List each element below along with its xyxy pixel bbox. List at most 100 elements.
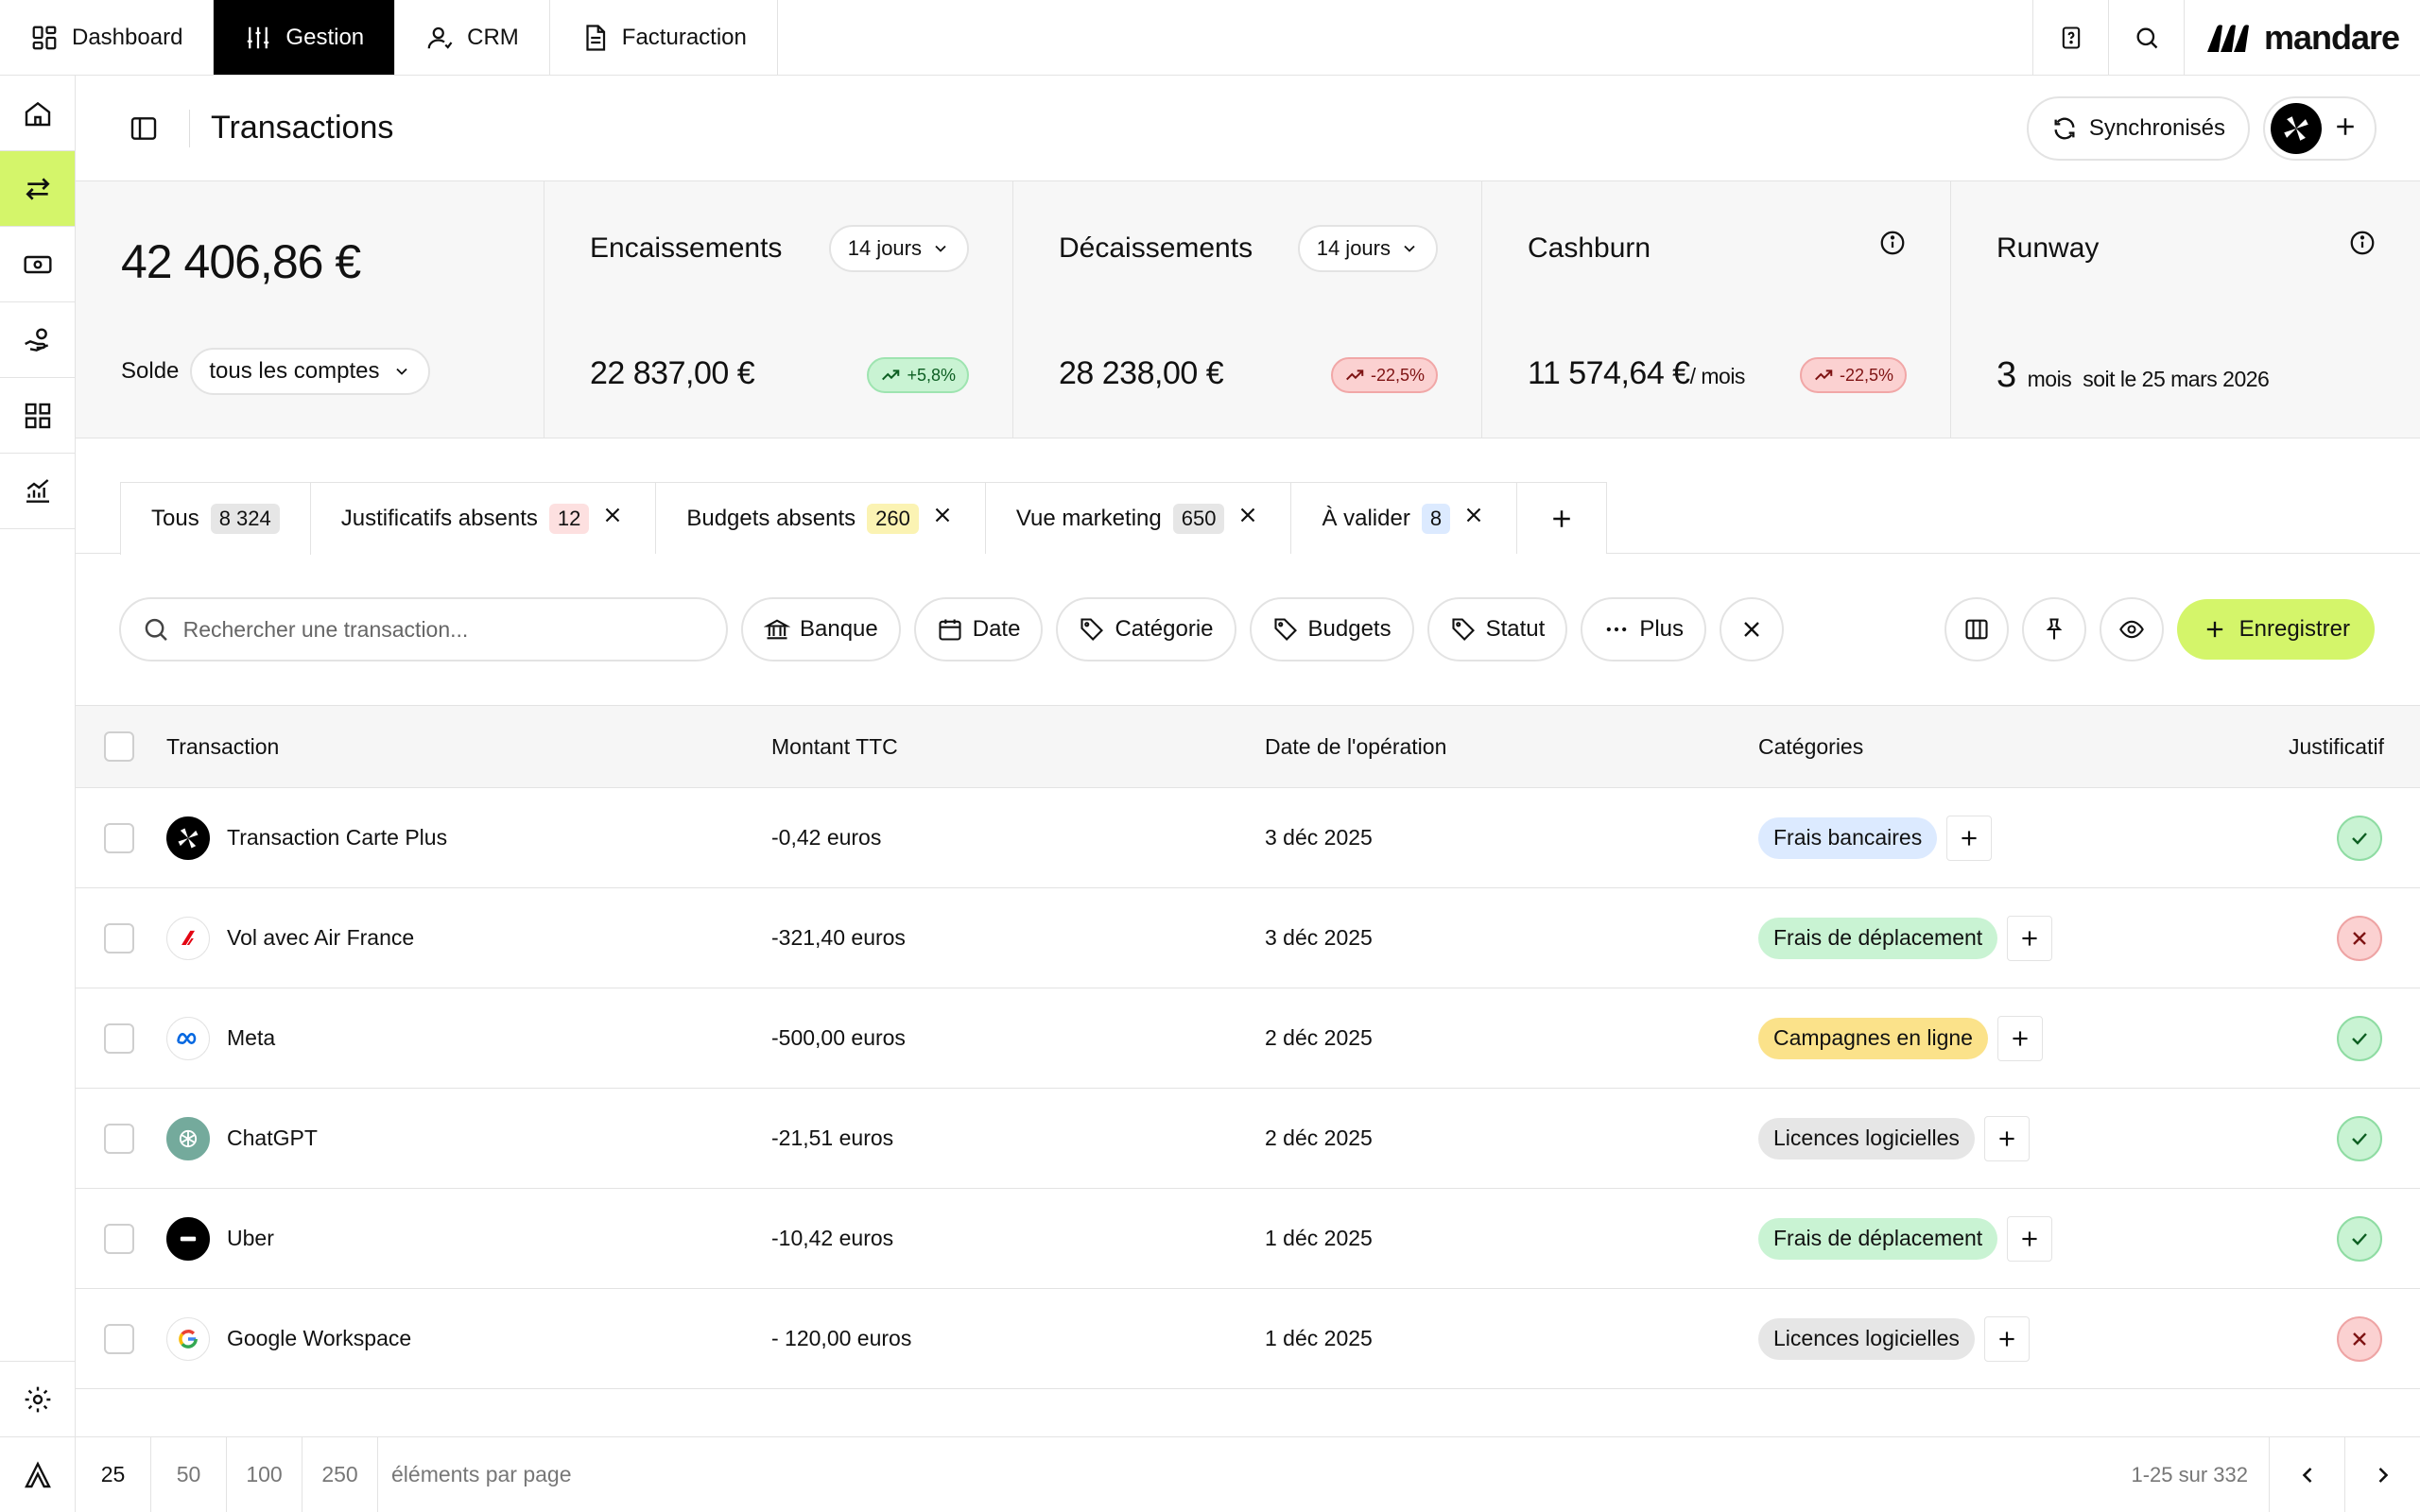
kpi-runway: Runway 3 mois soit le 25 mars 2026 xyxy=(1951,181,2420,438)
sidebar-item-home[interactable] xyxy=(0,76,75,151)
header-transaction[interactable]: Transaction xyxy=(166,733,280,759)
add-workspace-button[interactable] xyxy=(2331,112,2360,146)
add-category-button[interactable] xyxy=(1983,1315,2030,1362)
info-icon[interactable] xyxy=(2348,229,2377,257)
header-categories[interactable]: Catégories xyxy=(1758,733,1864,759)
search-input[interactable] xyxy=(182,616,705,643)
receipt-status-ok[interactable] xyxy=(2337,1215,2382,1262)
pin-button[interactable] xyxy=(2021,597,2086,662)
table-row[interactable]: Vol avec Air France -321,40 euros 3 déc … xyxy=(76,888,2420,988)
row-checkbox[interactable] xyxy=(104,1223,134,1254)
info-icon[interactable] xyxy=(1878,229,1907,257)
outflow-trend-badge: -22,5% xyxy=(1330,357,1438,393)
receipt-status-ok[interactable] xyxy=(2337,1015,2382,1061)
check-icon xyxy=(2352,1032,2367,1045)
filter-category-button[interactable]: Catégorie xyxy=(1056,597,1236,662)
table-row[interactable]: Meta -500,00 euros 2 déc 2025 Campagnes … xyxy=(76,988,2420,1089)
clear-filters-button[interactable] xyxy=(1720,597,1784,662)
panel-toggle-button[interactable] xyxy=(113,98,174,159)
row-checkbox[interactable] xyxy=(104,1323,134,1354)
category-chip[interactable]: Campagnes en ligne xyxy=(1758,1017,1988,1059)
avatar[interactable] xyxy=(2271,103,2322,154)
close-view-button[interactable] xyxy=(1461,503,1486,534)
category-chip[interactable]: Frais bancaires xyxy=(1758,816,1938,859)
page-size-100[interactable]: 100 xyxy=(227,1437,302,1512)
add-category-button[interactable] xyxy=(1983,1115,2030,1161)
add-view-button[interactable] xyxy=(1516,482,1608,554)
sidebar-item-settings[interactable] xyxy=(0,1361,75,1436)
meta-logo-icon xyxy=(166,1016,210,1060)
cashburn-value: 11 574,64 € xyxy=(1528,355,1690,391)
close-icon xyxy=(1241,507,1255,523)
category-chip[interactable]: Frais de déplacement xyxy=(1758,1217,1998,1260)
visibility-button[interactable] xyxy=(2099,597,2164,662)
add-category-button[interactable] xyxy=(1946,815,1993,861)
receipt-status-ok[interactable] xyxy=(2337,1115,2382,1161)
previous-page-button[interactable] xyxy=(2269,1437,2344,1512)
columns-button[interactable] xyxy=(1944,597,2009,662)
transaction-amount: - 120,00 euros xyxy=(771,1326,912,1350)
page-size-250[interactable]: 250 xyxy=(302,1437,378,1512)
tab-dashboard[interactable]: Dashboard xyxy=(0,0,215,75)
row-checkbox[interactable] xyxy=(104,822,134,853)
view-tab-to-validate[interactable]: À valider 8 xyxy=(1290,482,1518,554)
cash-icon xyxy=(23,255,52,273)
sidebar-item-cash[interactable] xyxy=(0,227,75,302)
page-size-25[interactable]: 25 xyxy=(76,1437,151,1512)
add-category-button[interactable] xyxy=(1996,1015,2043,1061)
close-view-button[interactable] xyxy=(600,503,625,534)
add-category-button[interactable] xyxy=(2007,915,2053,961)
header-date[interactable]: Date de l'opération xyxy=(1265,733,1447,759)
sidebar-item-payments[interactable] xyxy=(0,302,75,378)
view-tab-missing-receipts[interactable]: Justificatifs absents 12 xyxy=(309,482,657,554)
receipt-status-missing[interactable] xyxy=(2337,915,2382,961)
table-row[interactable]: Transaction Carte Plus -0,42 euros 3 déc… xyxy=(76,788,2420,888)
outflow-period-select[interactable]: 14 jours xyxy=(1297,225,1438,272)
category-chip[interactable]: Licences logicielles xyxy=(1758,1117,1975,1160)
tab-crm[interactable]: CRM xyxy=(395,0,550,75)
sidebar-item-workspace[interactable] xyxy=(0,1436,75,1512)
help-button[interactable] xyxy=(2032,0,2108,75)
search-box[interactable] xyxy=(119,597,728,662)
header-amount[interactable]: Montant TTC xyxy=(771,733,898,759)
tab-facturaction[interactable]: Facturaction xyxy=(550,0,778,75)
view-tab-missing-budgets[interactable]: Budgets absents 260 xyxy=(655,482,986,554)
sync-button[interactable]: Synchronisés xyxy=(2026,96,2250,161)
filter-budgets-button[interactable]: Budgets xyxy=(1249,597,1414,662)
sidebar-item-analytics[interactable] xyxy=(0,454,75,529)
table-row[interactable]: Uber -10,42 euros 1 déc 2025 Frais de dé… xyxy=(76,1189,2420,1289)
category-chip[interactable]: Licences logicielles xyxy=(1758,1317,1975,1360)
row-checkbox[interactable] xyxy=(104,922,134,954)
workspace-switcher[interactable] xyxy=(2263,96,2377,161)
next-page-button[interactable] xyxy=(2344,1437,2420,1512)
tab-gestion[interactable]: Gestion xyxy=(214,0,396,75)
close-view-button[interactable] xyxy=(1236,503,1260,534)
close-view-button[interactable] xyxy=(930,503,955,534)
table-row[interactable]: ChatGPT -21,51 euros 2 déc 2025 Licences… xyxy=(76,1089,2420,1189)
close-icon xyxy=(935,507,950,523)
view-tab-marketing[interactable]: Vue marketing 650 xyxy=(984,482,1292,554)
search-button[interactable] xyxy=(2108,0,2184,75)
save-view-button[interactable]: Enregistrer xyxy=(2176,599,2375,660)
brand-logo[interactable]: mandare xyxy=(2184,0,2420,75)
filter-status-button[interactable]: Statut xyxy=(1426,597,1568,662)
view-tab-all[interactable]: Tous 8 324 xyxy=(120,482,311,555)
sidebar-item-apps[interactable] xyxy=(0,378,75,454)
account-select[interactable]: tous les comptes xyxy=(190,348,431,395)
receipt-status-missing[interactable] xyxy=(2337,1315,2382,1362)
sidebar-item-transactions[interactable] xyxy=(0,151,75,227)
filter-bank-button[interactable]: Banque xyxy=(741,597,901,662)
header-receipt[interactable]: Justificatif xyxy=(2289,733,2384,759)
filter-date-button[interactable]: Date xyxy=(913,597,1044,662)
add-category-button[interactable] xyxy=(2007,1215,2053,1262)
row-checkbox[interactable] xyxy=(104,1123,134,1154)
select-all-checkbox[interactable] xyxy=(104,731,134,762)
pin-icon xyxy=(2046,618,2062,640)
page-size-50[interactable]: 50 xyxy=(151,1437,227,1512)
row-checkbox[interactable] xyxy=(104,1022,134,1054)
filter-more-button[interactable]: Plus xyxy=(1581,597,1706,662)
inflow-period-select[interactable]: 14 jours xyxy=(828,225,969,272)
table-row[interactable]: Google Workspace - 120,00 euros 1 déc 20… xyxy=(76,1289,2420,1389)
receipt-status-ok[interactable] xyxy=(2337,815,2382,861)
category-chip[interactable]: Frais de déplacement xyxy=(1758,917,1998,959)
